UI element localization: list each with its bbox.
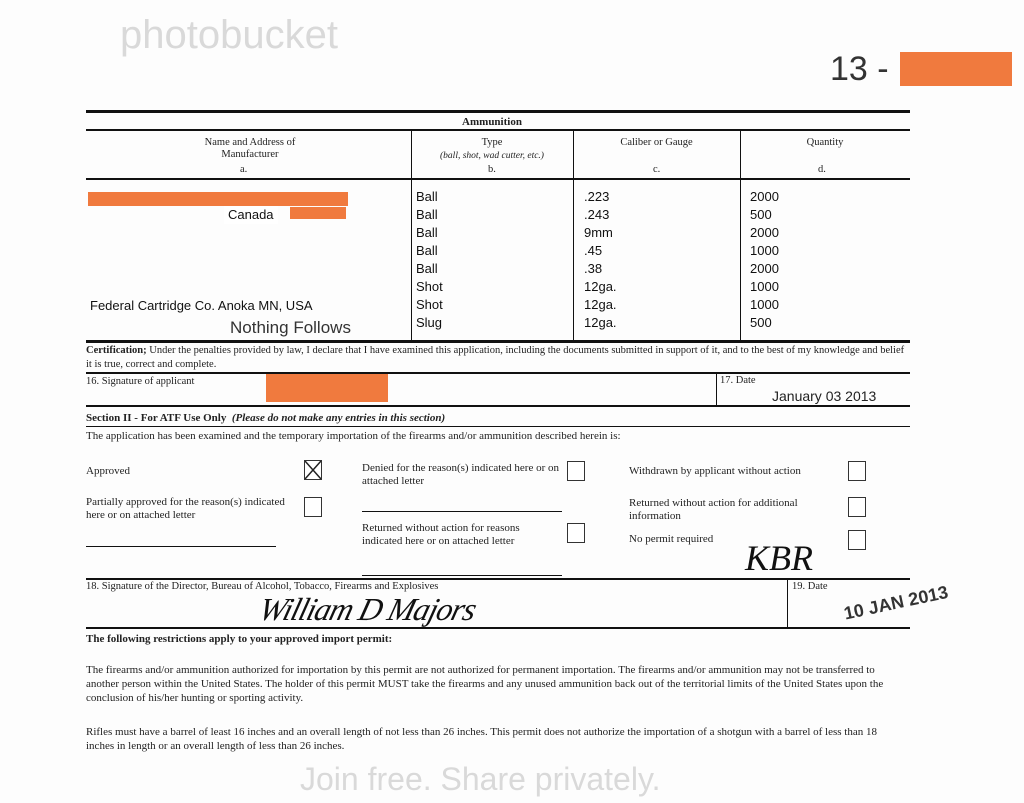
manufacturer-1: Canada [224,206,278,224]
row-caliber: 12ga. [584,279,617,294]
rule [86,546,276,547]
table-title: Ammunition [462,116,522,128]
row-type: Ball [416,207,438,222]
header-letter: c. [653,164,661,175]
director-signature: William D Majors [255,591,481,627]
row-caliber: .38 [584,261,603,276]
option-no-permit-label: No permit required [629,533,714,545]
row-quantity: 500 [750,207,772,222]
option-approved-label: Approved [86,465,130,477]
row-quantity: 1000 [750,243,779,258]
nothing-follows: Nothing Follows [230,318,351,337]
header-manufacturer: Name and Address of Manufacturer [204,137,296,160]
row-quantity: 2000 [750,225,779,240]
row-caliber: .45 [584,243,603,258]
section2-intro: The application has been examined and th… [86,430,621,442]
rule [362,575,562,576]
row-type: Ball [416,225,438,240]
section2-note: (Please do not make any entries in this … [231,412,446,424]
row-caliber: .223 [584,189,610,204]
row-type: Shot [416,279,443,294]
col-divider [787,579,788,627]
row-caliber: 12ga. [584,297,617,312]
watermark-slogan: Join free. Share privately. [300,761,661,797]
row-caliber: .243 [584,207,610,222]
row-caliber: 9mm [584,225,613,240]
date19-label: 19. Date [792,581,828,592]
header-caliber: Caliber or Gauge [620,137,693,148]
row-quantity: 2000 [750,189,779,204]
checkbox-withdrawn[interactable] [848,461,866,481]
checkbox-denied[interactable] [567,461,585,481]
checkbox-returned-info[interactable] [848,497,866,517]
header-type-sub: (ball, shot, wad cutter, etc.) [440,151,544,161]
rule [86,627,910,629]
restrictions-paragraph-1: The firearms and/or ammunition authorize… [86,664,884,704]
header-letter: d. [818,164,826,175]
signature-applicant-label: 16. Signature of applicant [86,376,195,387]
row-caliber: 12ga. [584,315,617,330]
rule [86,405,910,407]
row-type: Ball [416,243,438,258]
row-type: Slug [416,315,443,330]
certification-text: Under the penalties provided by law, I d… [86,345,905,370]
redaction [290,207,346,219]
header-letter: b. [488,164,496,175]
director-signature-label: 18. Signature of the Director, Bureau of… [86,581,439,592]
col-divider [411,130,412,340]
rule [86,426,910,427]
row-quantity: 1000 [750,297,779,312]
date-label: 17. Date [720,375,756,386]
page-number: 13 - [830,50,889,88]
date-value: January 03 2013 [772,388,877,404]
restrictions-title: The following restrictions apply to your… [86,633,393,645]
option-returned-info-label: Returned without action for additional i… [629,497,798,522]
redaction-applicant-signature [266,374,388,402]
checkbox-approved[interactable] [304,460,322,480]
section2-title: Section II - For ATF Use Only [86,412,227,424]
rule [86,129,910,131]
row-type: Ball [416,261,438,276]
col-divider [740,130,741,340]
header-letter: a. [240,164,248,175]
row-quantity: 1000 [750,279,779,294]
section2-heading: Section II - For ATF Use Only (Please do… [86,411,445,425]
option-partial-label: Partially approved for the reason(s) ind… [86,496,285,521]
date-stamp: 10 JAN 2013 [842,581,950,624]
col-divider [716,373,717,405]
header-type: Type [481,137,503,148]
row-type: Ball [416,189,438,204]
row-quantity: 2000 [750,261,779,276]
option-withdrawn-label: Withdrawn by applicant without action [629,465,801,477]
rule [86,372,910,374]
header-quantity: Quantity [806,137,844,148]
rule [362,511,562,512]
checkbox-returned[interactable] [567,523,585,543]
manufacturer-2: Federal Cartridge Co. Anoka MN, USA [90,298,313,313]
certification: Certification; Under the penalties provi… [86,344,912,372]
certification-label: Certification; [86,345,147,356]
rule [86,178,910,180]
option-denied-label: Denied for the reason(s) indicated here … [362,462,560,487]
redaction-page-number [900,52,1012,86]
watermark-brand: photobucket [120,13,338,57]
checkbox-partial[interactable] [304,497,322,517]
rule [86,340,910,343]
row-quantity: 500 [750,315,772,330]
redaction [88,192,348,206]
col-divider [573,130,574,340]
checkbox-no-permit[interactable] [848,530,866,550]
row-type: Shot [416,297,443,312]
restrictions-paragraph-2: Rifles must have a barrel of least 16 in… [86,726,877,752]
rule [86,578,910,580]
rule [86,110,910,113]
option-returned-label: Returned without action for reasons indi… [362,522,520,547]
initials: KBR [745,538,813,578]
